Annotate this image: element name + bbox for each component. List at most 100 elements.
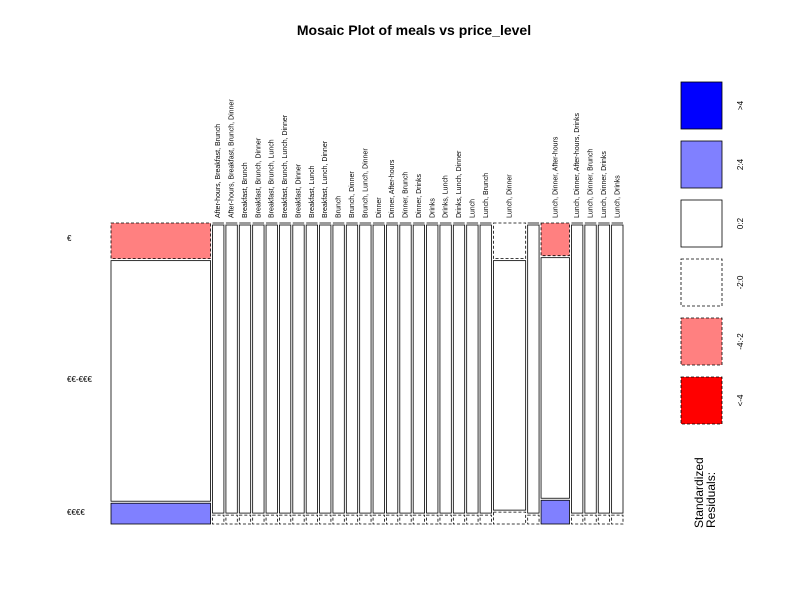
mosaic-column bbox=[279, 222, 292, 525]
legend-label: >4 bbox=[736, 100, 745, 110]
legend: >4 2:4 0:2 -2:0 -4:-2 <-4 bbox=[680, 81, 745, 425]
mosaic-cell bbox=[305, 224, 318, 514]
mosaic-cell bbox=[386, 224, 399, 514]
mosaic-cell bbox=[493, 222, 527, 260]
column-label: Lunch, Drinks bbox=[614, 175, 621, 218]
mosaic-column bbox=[110, 222, 211, 525]
mosaic-cell bbox=[238, 224, 252, 514]
column-label: Dinner, After-hours bbox=[389, 159, 396, 218]
mosaic-column bbox=[212, 222, 225, 525]
mosaic-cell bbox=[571, 514, 584, 525]
mosaic-cell bbox=[399, 514, 412, 525]
mosaic-cell bbox=[225, 224, 238, 514]
mosaic-column bbox=[527, 222, 540, 525]
mosaic-cell bbox=[292, 224, 305, 514]
mosaic-cell bbox=[110, 260, 211, 502]
mosaic-cell bbox=[110, 502, 211, 525]
mosaic-column bbox=[319, 222, 332, 525]
mosaic-column bbox=[225, 222, 238, 525]
mosaic-cell bbox=[359, 514, 372, 525]
column-label: Lunch, Dinner, Brunch bbox=[588, 149, 595, 218]
column-label: Breakfast, Brunch, Lunch bbox=[269, 139, 276, 218]
row-label: € bbox=[67, 234, 72, 243]
column-label: Drinks, Lunch, Dinner bbox=[456, 150, 463, 218]
mosaic-cell bbox=[584, 514, 597, 525]
row-label: €€€€ bbox=[67, 508, 85, 517]
column-label: After-hours, Breakfast, Brunch, Dinner bbox=[229, 99, 236, 218]
mosaic-cell bbox=[452, 514, 466, 525]
mosaic-column bbox=[345, 222, 359, 525]
mosaic-cell bbox=[426, 224, 439, 514]
column-label: Breakfast, Brunch, Dinner bbox=[255, 137, 262, 218]
mosaic-cell bbox=[527, 224, 540, 514]
column-label: Breakfast, Lunch bbox=[309, 165, 316, 218]
column-label: Lunch, Dinner, After-hours, Drinks bbox=[574, 112, 581, 218]
mosaic-cell bbox=[372, 514, 385, 525]
legend-swatch bbox=[680, 81, 723, 130]
mosaic-cell bbox=[540, 499, 570, 525]
mosaic-cell bbox=[345, 224, 359, 514]
legend-swatch bbox=[680, 258, 723, 307]
mosaic-cell bbox=[466, 224, 479, 514]
mosaic-cell bbox=[345, 514, 359, 525]
mosaic-column bbox=[597, 222, 611, 525]
column-label: After-hours, Breakfast, Brunch bbox=[215, 124, 222, 218]
mosaic-cell bbox=[439, 224, 452, 514]
mosaic-column bbox=[399, 222, 412, 525]
mosaic-column bbox=[479, 222, 492, 525]
legend-swatch bbox=[680, 199, 723, 248]
row-labels: € €€-€€€ €€€€ bbox=[67, 234, 92, 517]
legend-label: 0:2 bbox=[736, 217, 745, 229]
mosaic-cell bbox=[479, 224, 492, 514]
mosaic-column bbox=[359, 222, 372, 525]
legend-swatch bbox=[680, 317, 723, 366]
legend-title: StandardizedResiduals: bbox=[692, 457, 718, 528]
column-label: Brunch, Lunch, Dinner bbox=[362, 148, 369, 218]
mosaic-column bbox=[571, 222, 584, 525]
mosaic-cell bbox=[265, 514, 278, 525]
mosaic-cell bbox=[252, 224, 265, 514]
column-label: Lunch bbox=[469, 199, 476, 218]
mosaic-column bbox=[412, 222, 425, 525]
mosaic-cell bbox=[466, 514, 479, 525]
mosaic-cell bbox=[439, 514, 452, 525]
column-label: Dinner, Drinks bbox=[416, 174, 423, 218]
mosaic-column bbox=[265, 222, 278, 525]
plot-area bbox=[110, 222, 624, 525]
column-label: Drinks bbox=[429, 198, 436, 218]
mosaic-column bbox=[452, 222, 466, 525]
mosaic-cell bbox=[412, 514, 425, 525]
column-label: Lunch, Dinner, After-hours bbox=[552, 136, 559, 218]
mosaic-cell bbox=[319, 224, 332, 514]
mosaic-cell bbox=[305, 514, 318, 525]
mosaic-column bbox=[305, 222, 318, 525]
mosaic-column bbox=[426, 222, 439, 525]
mosaic-cell bbox=[279, 514, 292, 525]
mosaic-cell bbox=[212, 224, 225, 514]
mosaic-cell bbox=[359, 224, 372, 514]
legend-swatch bbox=[680, 376, 723, 425]
mosaic-cell bbox=[212, 514, 225, 525]
mosaic-cell bbox=[332, 224, 345, 514]
mosaic-cell bbox=[479, 514, 492, 525]
mosaic-cell bbox=[412, 224, 425, 514]
mosaic-column bbox=[332, 222, 345, 525]
mosaic-column bbox=[238, 222, 252, 525]
legend-label: -2:0 bbox=[736, 275, 745, 289]
mosaic-cell bbox=[584, 224, 597, 514]
mosaic-column bbox=[372, 222, 385, 525]
legend-swatch bbox=[680, 140, 723, 189]
column-label: Dinner bbox=[376, 197, 383, 218]
column-labels: After-hours, Breakfast, Brunch After-hour… bbox=[215, 99, 621, 218]
mosaic-cell bbox=[279, 224, 292, 514]
mosaic-cell bbox=[319, 514, 332, 525]
mosaic-column bbox=[611, 222, 624, 525]
mosaic-cell bbox=[611, 514, 624, 525]
mosaic-cell bbox=[332, 514, 345, 525]
column-label: Brunch bbox=[336, 196, 343, 218]
mosaic-column bbox=[584, 222, 597, 525]
column-label: Brunch, Dinner bbox=[349, 171, 356, 218]
mosaic-column bbox=[493, 222, 527, 525]
mosaic-cell bbox=[597, 224, 611, 514]
